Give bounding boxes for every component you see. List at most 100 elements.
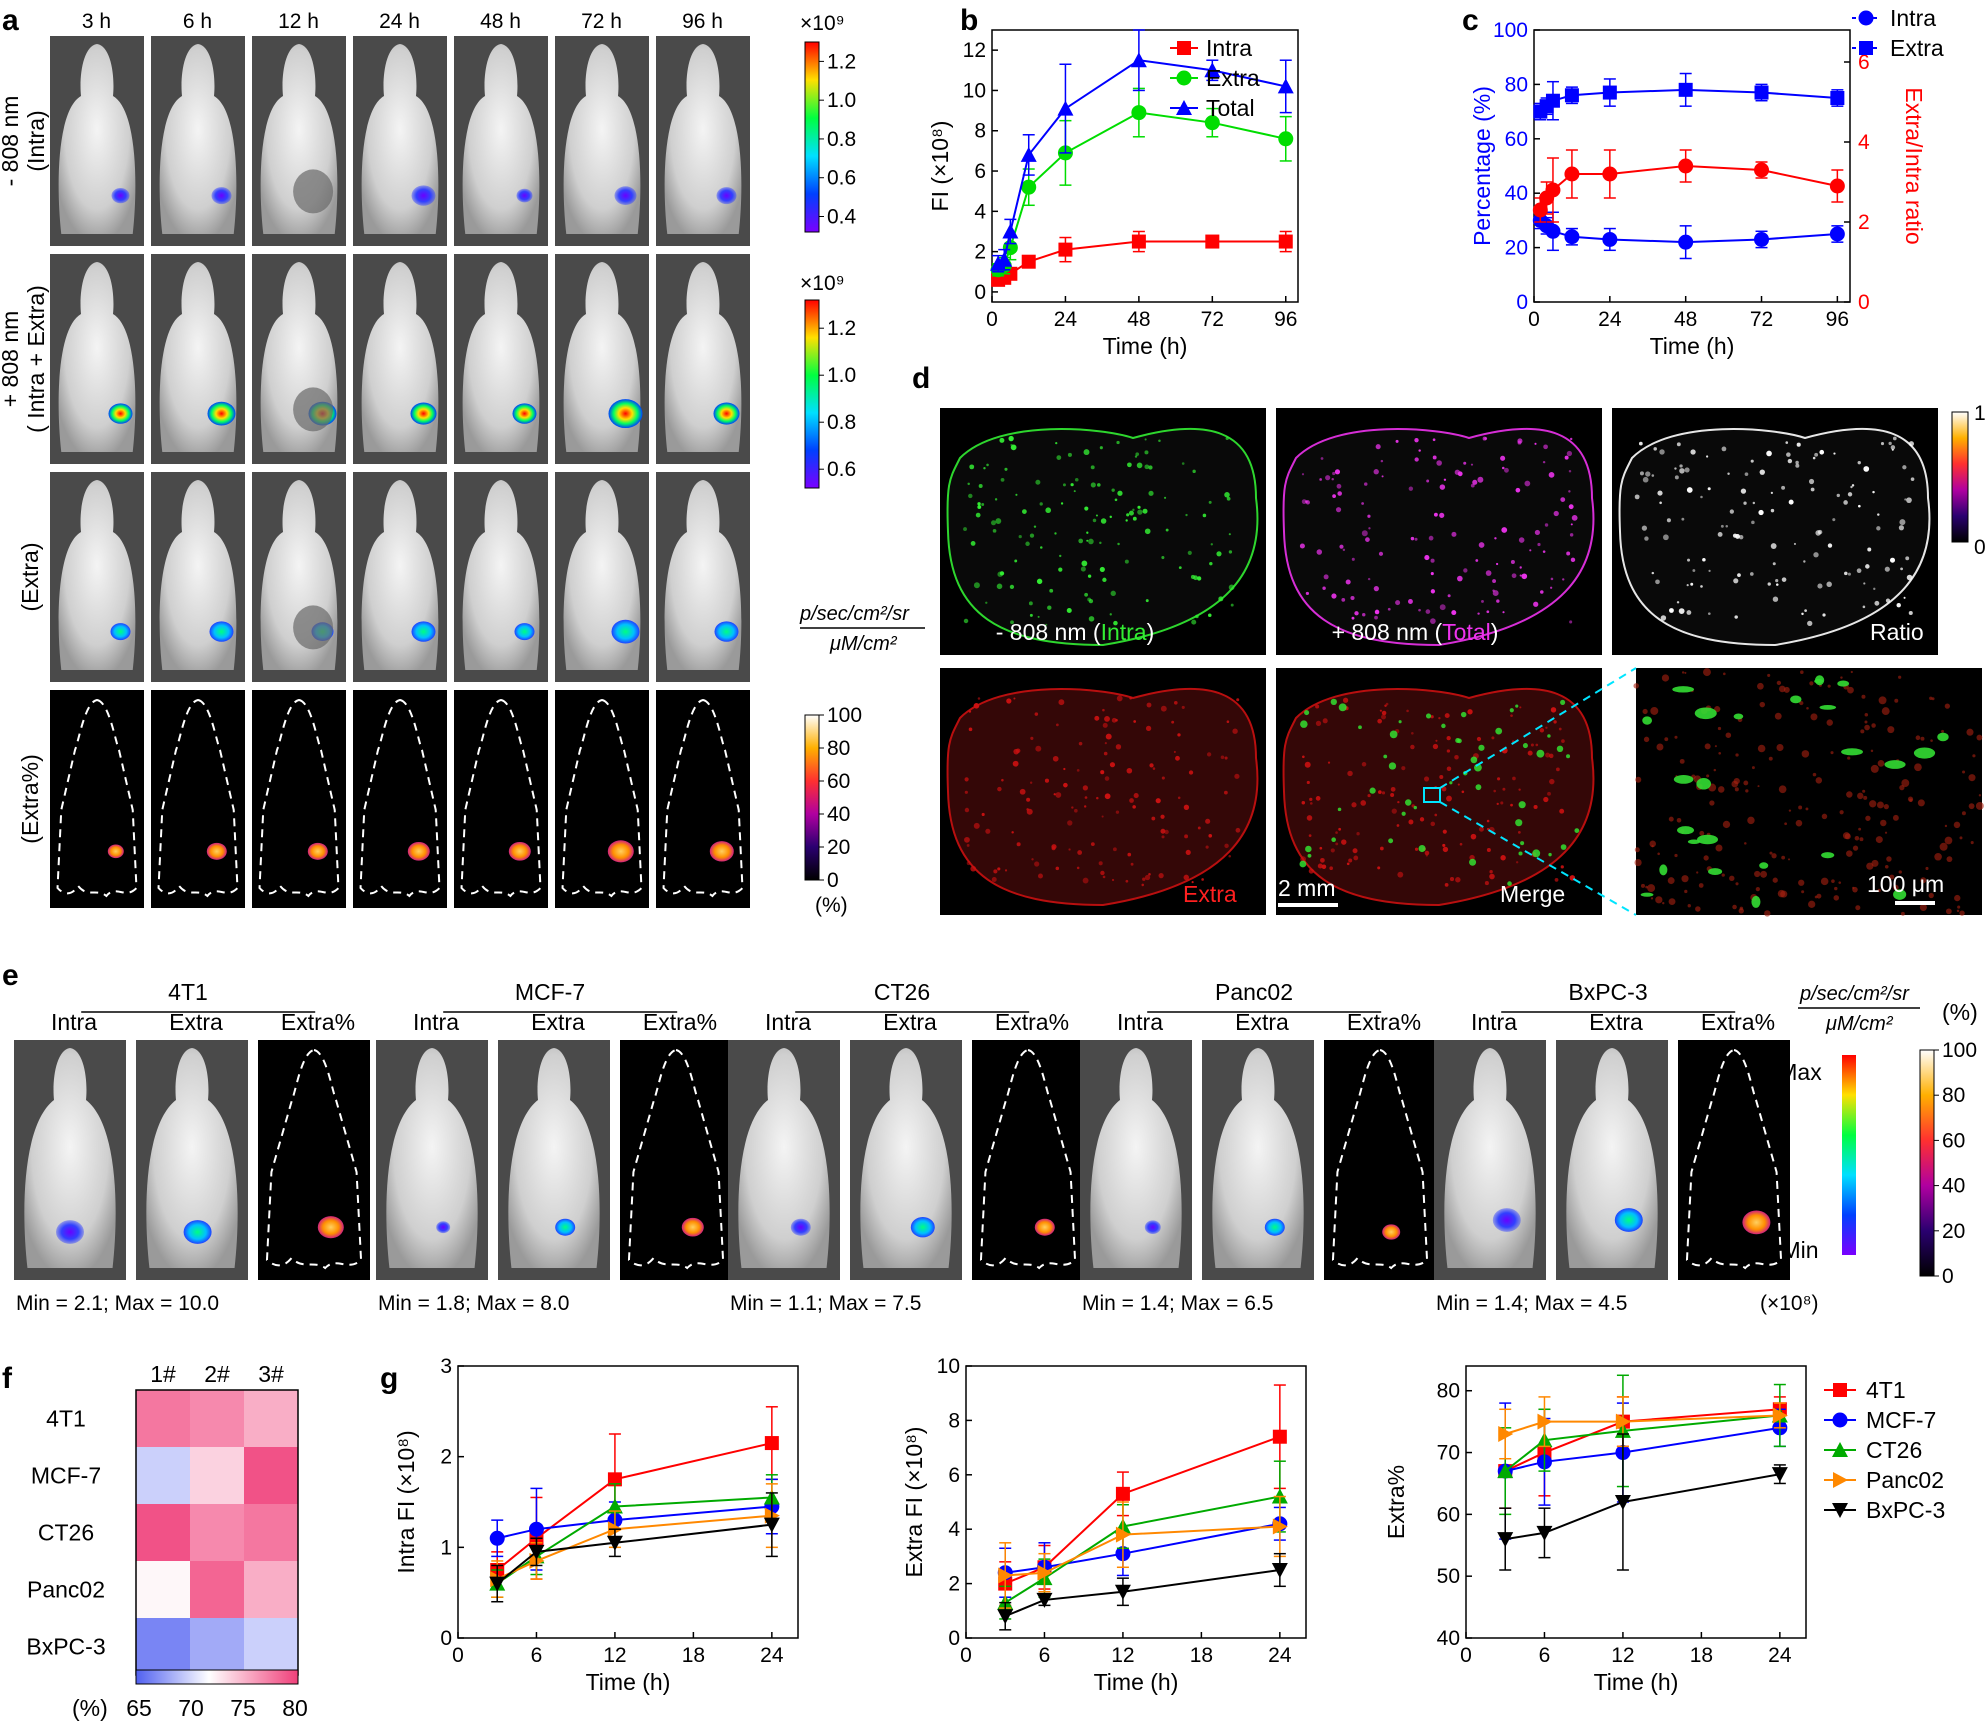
colorbar-unit: (%) [815,894,848,917]
signal-speck [1767,673,1771,677]
data-point [1772,1407,1788,1424]
panel-a: 3 h 6 h 12 h 24 h 48 h 72 h 96 h - 808 nm(Intra… [0,10,925,917]
signal-speck [1410,744,1415,750]
signal-speck [1055,723,1059,727]
y2-tick-label: 6 [1858,51,1870,74]
signal-speck [1335,842,1339,846]
signal-speck [1517,438,1523,444]
signal-speck [1165,528,1169,532]
signal-speck [1226,720,1230,723]
signal-speck [1390,786,1396,792]
tumor-signal [1034,1218,1055,1236]
signal-speck [991,877,997,882]
signal-speck [1559,808,1565,814]
signal-speck [1524,480,1531,487]
signal-speck [1501,466,1505,470]
y-tick-label: 3 [440,1355,452,1378]
signal-speck [1836,493,1840,498]
signal-speck [1954,894,1961,902]
signal-speck [1301,499,1307,505]
signal-speck [1978,794,1982,797]
signal-speck [1750,459,1754,463]
signal-speck [1220,755,1225,760]
legend-c: Intra Extra [1852,5,1944,61]
signal-speck [1687,904,1691,908]
signal-speck [1869,800,1877,808]
data-point [998,1567,1014,1584]
signal-speck [1872,490,1875,494]
tumor-signal [410,402,437,425]
signal-speck [1659,864,1668,876]
signal-speck [999,437,1005,443]
signal-speck [1103,751,1108,756]
signal-speck [1750,572,1754,576]
signal-speck [1864,724,1870,731]
heatmap-colorbar-tick: 65 [126,1695,152,1721]
y-tick-label: 8 [948,1409,960,1432]
mouse-body [58,44,136,234]
mouse-body [1090,1048,1182,1268]
signal-speck [1033,525,1037,528]
signal-speck [1968,803,1975,810]
signal-speck [1810,487,1815,492]
min-max-label: Min = 1.8; Max = 8.0 [378,1292,569,1315]
tumor-signal [56,1220,84,1244]
data-point [489,1576,506,1592]
signal-speck [1325,475,1331,481]
signal-speck [1115,810,1120,814]
mouse-outline [265,1048,363,1270]
signal-speck [1479,826,1484,832]
signal-speck [1178,566,1182,570]
signal-speck [1857,460,1861,465]
signal-speck [1550,586,1553,589]
data-point [1545,182,1561,198]
x-axis-label: Time (h) [1103,333,1188,359]
x-tick-label: 0 [452,1644,464,1667]
colorbar-tick-label: 40 [827,803,850,826]
label-extra: Extra [1183,881,1237,907]
signal-speck [999,571,1005,576]
signal-speck [1315,796,1321,801]
signal-speck [1878,696,1887,705]
legend-marker [1832,1442,1848,1457]
signal-speck [1673,774,1694,784]
signal-speck [1105,733,1112,740]
colorbar-tick-label: 0.8 [827,411,856,434]
time-label: 6 h [183,10,212,33]
signal-speck [1504,467,1509,473]
signal-speck [1841,748,1863,756]
signal-speck [1874,600,1880,606]
legend-marker [1833,1383,1847,1397]
signal-speck [1391,808,1397,814]
signal-speck [1898,525,1904,531]
heatmap-cell [244,1390,298,1447]
signal-speck [1029,533,1035,538]
y-axis-label: FI (×10⁸) [927,121,953,212]
signal-speck [1781,855,1786,860]
signal-speck [1892,814,1899,821]
legend-label: BxPC-3 [1866,1497,1945,1523]
signal-speck [1094,715,1100,721]
x-axis-label: Time (h) [1594,1669,1679,1695]
signal-speck [1801,890,1805,894]
signal-speck [1418,608,1421,612]
y-tick-label: 6 [948,1464,960,1487]
signal-speck [1104,776,1110,781]
data-point [1545,93,1560,108]
signal-speck [1205,845,1209,849]
signal-speck [1941,729,1944,733]
x-axis-label: Time (h) [1650,333,1735,359]
signal-speck [1966,728,1974,736]
signal-speck [1104,715,1110,722]
signal-speck [1833,895,1840,901]
signal-speck [1086,531,1089,534]
image-background [454,690,548,908]
signal-speck [1677,826,1695,835]
signal-speck [1820,877,1829,886]
tumor-shadow [293,387,334,432]
signal-speck [977,502,981,506]
signal-speck [1148,465,1153,470]
colorbar [1951,411,1969,543]
signal-speck [1959,910,1965,916]
column-label: Extra [531,1009,585,1035]
